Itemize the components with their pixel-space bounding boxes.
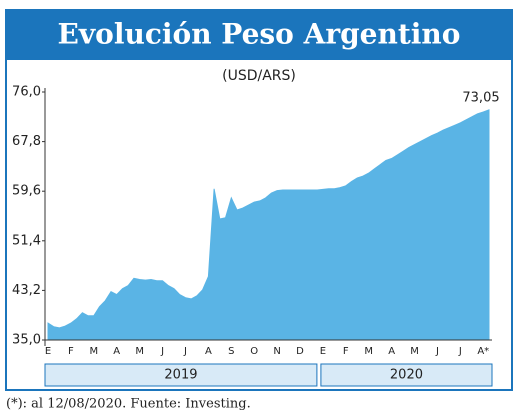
year-band [44,363,318,387]
value-label: 73,05 [462,90,499,105]
x-tick-label: J [458,346,462,357]
x-tick-label: A [113,346,120,357]
x-tick-label: M [410,346,419,357]
x-tick-label: J [160,346,164,357]
x-tick-label: O [250,346,258,357]
x-group-label: 2020 [390,368,423,383]
x-tick-label: E [320,346,326,357]
x-tick-label: J [435,346,439,357]
y-tick-label: 43,2 [12,283,41,298]
x-tick-label: M [135,346,144,357]
x-tick-label: F [68,346,74,357]
title-banner [6,10,512,60]
x-tick-label: F [343,346,349,357]
y-tick-label: 59,6 [12,184,41,199]
x-tick-label: E [45,346,51,357]
x-tick-label: M [89,346,98,357]
subtitle: (USD/ARS) [222,68,296,84]
y-tick-label: 76,0 [12,85,41,100]
y-tick-label: 35,0 [12,333,41,348]
x-tick-label: A* [477,346,489,357]
x-tick-label: D [296,346,304,357]
x-tick-label: J [183,346,187,357]
footnote: (*): al 12/08/2020. Fuente: Investing. [6,397,251,412]
y-tick-label: 67,8 [12,134,41,149]
y-tick-label: 51,4 [12,233,41,248]
year-band [320,363,493,387]
x-tick-label: A [388,346,395,357]
x-group-label: 2019 [164,368,197,383]
x-tick-label: S [228,346,234,357]
area [47,109,490,341]
x-tick-label: A [205,346,212,357]
x-tick-label: N [273,346,280,357]
chart-title: Evolución Peso Argentino [58,18,461,51]
x-tick-label: M [364,346,373,357]
